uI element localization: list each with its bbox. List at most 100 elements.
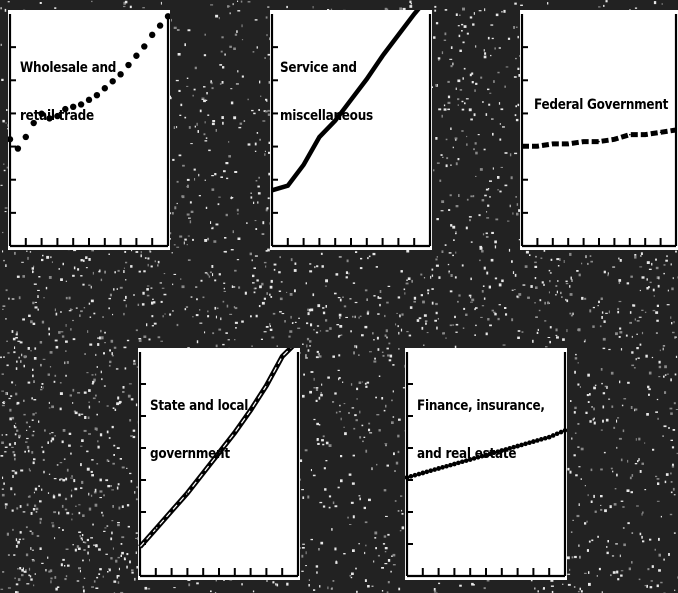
noise-speck xyxy=(388,342,391,345)
noise-speck xyxy=(339,404,341,407)
noise-speck xyxy=(671,446,675,449)
noise-speck xyxy=(77,547,81,550)
noise-speck xyxy=(381,567,384,569)
noise-speck xyxy=(592,306,595,309)
series-bead xyxy=(487,451,493,457)
noise-speck xyxy=(39,2,42,4)
noise-speck xyxy=(88,284,91,286)
noise-speck xyxy=(322,505,326,508)
noise-speck xyxy=(328,506,331,509)
noise-speck xyxy=(94,427,97,431)
noise-speck xyxy=(616,570,619,574)
noise-speck xyxy=(136,366,139,368)
noise-speck xyxy=(486,211,488,213)
noise-speck xyxy=(251,259,253,262)
noise-speck xyxy=(491,118,494,120)
noise-speck xyxy=(131,569,134,572)
noise-speck xyxy=(63,458,66,460)
data-point xyxy=(54,112,61,120)
noise-speck xyxy=(342,381,344,383)
noise-speck xyxy=(253,112,256,115)
noise-speck xyxy=(652,288,655,292)
noise-speck xyxy=(655,311,659,314)
noise-speck xyxy=(34,301,37,303)
noise-speck xyxy=(334,392,337,395)
noise-speck xyxy=(320,252,323,255)
noise-speck xyxy=(321,265,324,268)
noise-speck xyxy=(322,443,325,446)
noise-speck xyxy=(455,331,458,333)
noise-speck xyxy=(493,80,495,83)
noise-speck xyxy=(413,300,416,303)
noise-speck xyxy=(343,553,346,555)
noise-speck xyxy=(237,10,241,12)
noise-speck xyxy=(504,307,507,309)
data-point xyxy=(521,145,523,148)
noise-speck xyxy=(65,477,68,481)
noise-speck xyxy=(201,97,205,99)
noise-speck xyxy=(177,53,181,56)
noise-speck xyxy=(79,314,81,317)
noise-speck xyxy=(470,195,473,198)
data-point xyxy=(22,133,29,141)
noise-speck xyxy=(234,33,238,36)
noise-speck xyxy=(90,285,92,289)
noise-speck xyxy=(480,76,483,79)
noise-speck xyxy=(656,398,659,401)
noise-speck xyxy=(195,314,199,317)
noise-speck xyxy=(364,579,367,582)
noise-speck xyxy=(20,469,24,472)
noise-speck xyxy=(284,320,286,323)
noise-speck xyxy=(65,374,67,377)
noise-speck xyxy=(368,422,371,425)
noise-speck xyxy=(386,336,388,339)
noise-speck xyxy=(392,564,396,566)
noise-speck xyxy=(315,356,319,359)
noise-speck xyxy=(146,323,148,327)
noise-speck xyxy=(142,7,145,9)
noise-speck xyxy=(204,179,206,181)
noise-speck xyxy=(319,355,322,358)
noise-speck xyxy=(14,251,16,255)
noise-speck xyxy=(399,7,402,11)
noise-speck xyxy=(75,505,77,507)
noise-speck xyxy=(497,317,500,321)
noise-speck xyxy=(673,494,676,496)
noise-speck xyxy=(547,301,550,305)
noise-speck xyxy=(241,24,243,28)
noise-speck xyxy=(152,301,156,304)
noise-speck xyxy=(169,232,172,235)
noise-speck xyxy=(147,257,150,260)
data-point xyxy=(93,92,101,99)
noise-speck xyxy=(589,420,592,423)
noise-speck xyxy=(656,478,660,480)
noise-speck xyxy=(134,491,136,494)
noise-speck xyxy=(188,217,191,219)
noise-speck xyxy=(670,472,672,475)
noise-speck xyxy=(294,262,297,265)
noise-speck xyxy=(117,523,120,527)
noise-speck xyxy=(247,98,249,101)
noise-speck xyxy=(672,331,675,334)
noise-speck xyxy=(217,203,220,206)
noise-speck xyxy=(180,103,183,107)
noise-speck xyxy=(113,454,115,456)
noise-speck xyxy=(465,226,468,230)
noise-speck xyxy=(603,270,606,274)
noise-speck xyxy=(83,577,86,579)
noise-speck xyxy=(15,538,18,542)
noise-speck xyxy=(470,296,472,299)
noise-speck xyxy=(555,294,557,296)
noise-speck xyxy=(567,573,571,575)
noise-speck xyxy=(387,285,391,287)
noise-speck xyxy=(140,254,142,258)
noise-speck xyxy=(12,337,16,341)
noise-speck xyxy=(33,399,37,401)
noise-speck xyxy=(597,535,599,538)
noise-speck xyxy=(549,340,551,344)
noise-speck xyxy=(210,590,212,593)
noise-speck xyxy=(267,53,271,56)
noise-speck xyxy=(550,579,554,582)
noise-speck xyxy=(294,289,296,293)
noise-speck xyxy=(33,357,37,360)
